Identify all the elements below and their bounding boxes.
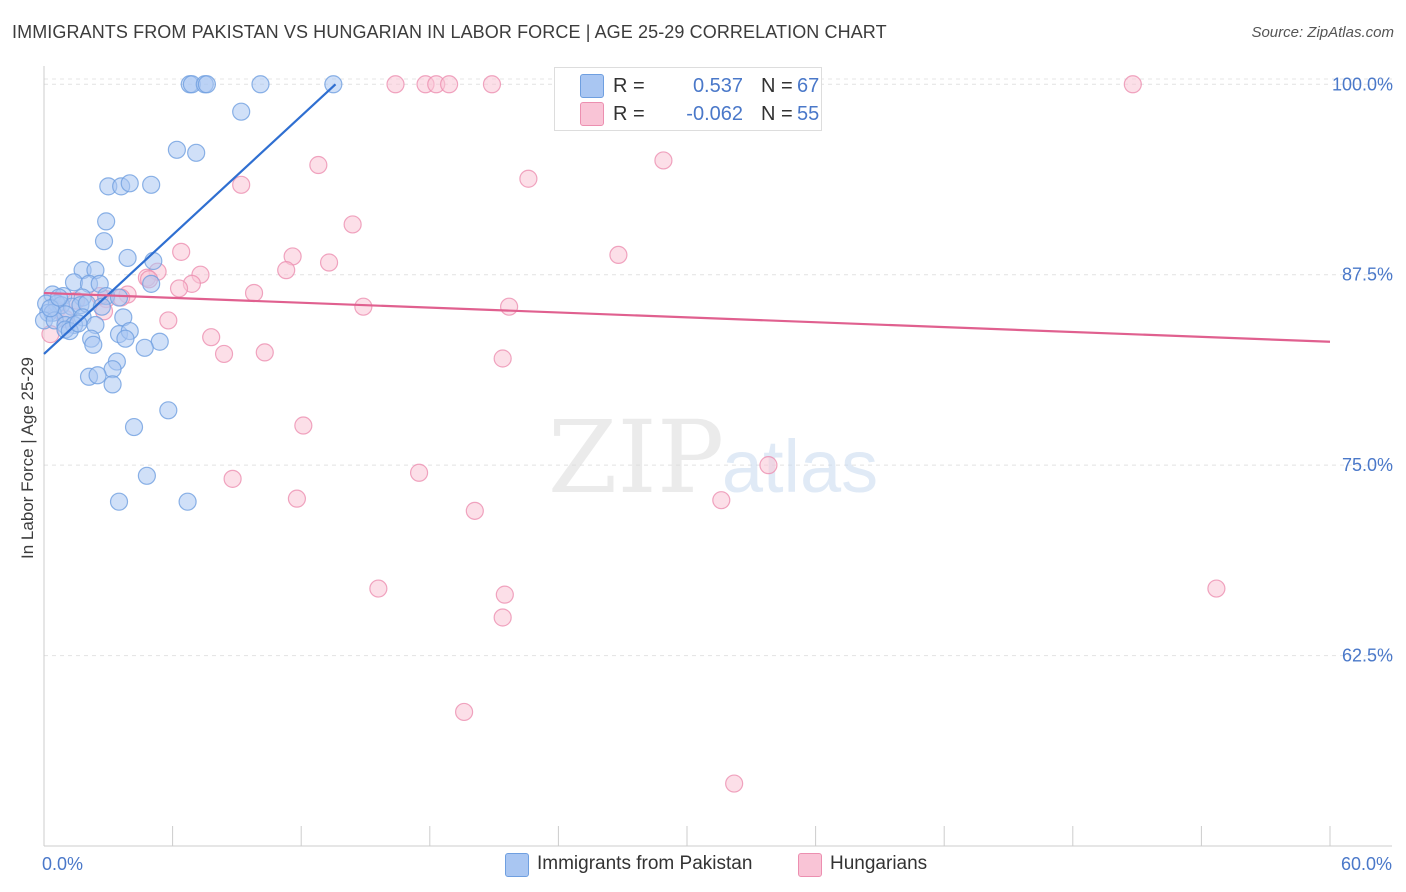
hungarian-point[interactable] — [319, 253, 339, 272]
legend-n-label: N = — [761, 74, 793, 97]
hungarian-point[interactable] — [654, 151, 673, 170]
hungarian-point[interactable] — [169, 279, 189, 298]
pakistan-point[interactable] — [137, 466, 156, 485]
pakistan-point[interactable] — [142, 274, 161, 293]
y-tick-label: 100.0% — [1332, 74, 1393, 94]
hungarian-point[interactable] — [609, 245, 628, 265]
tick-labels: 100.0% 87.5% 75.0% 62.5% 0.0% 60.0% — [42, 74, 1393, 874]
pakistan-point[interactable] — [118, 248, 137, 268]
hungarian-point[interactable] — [454, 702, 474, 722]
hungarian-point[interactable] — [1207, 579, 1226, 598]
watermark-zip: ZIP — [548, 399, 724, 516]
hungarian-point[interactable] — [493, 608, 512, 627]
pakistan-point[interactable] — [324, 75, 343, 94]
hungarian-point[interactable] — [244, 283, 264, 303]
pakistan-point[interactable] — [109, 288, 129, 307]
chart-title: IMMIGRANTS FROM PAKISTAN VS HUNGARIAN IN… — [12, 22, 887, 42]
pakistan-point[interactable] — [116, 329, 135, 348]
hungarian-point[interactable] — [500, 297, 519, 316]
hungarian-trend-line — [43, 291, 1331, 343]
hungarian-point[interactable] — [232, 175, 251, 194]
hungarian-point[interactable] — [439, 75, 459, 94]
hungarian-point[interactable] — [493, 349, 512, 368]
pakistan-point[interactable] — [251, 75, 270, 94]
pakistan-point[interactable] — [232, 102, 251, 121]
legend-n-value: 67 — [797, 74, 820, 97]
hungarian-point[interactable] — [287, 489, 307, 508]
pakistan-point[interactable] — [92, 297, 111, 316]
y-tick-label: 75.0% — [1342, 455, 1393, 475]
pakistan-point[interactable] — [120, 174, 139, 193]
hungarian-point[interactable] — [386, 75, 405, 94]
trend-lines — [43, 83, 1331, 355]
hungarian-point[interactable] — [294, 416, 313, 435]
hungarian-point[interactable] — [343, 215, 362, 234]
hungarian-point[interactable] — [465, 501, 484, 520]
watermark-atlas: atlas — [722, 425, 878, 508]
legend-label-pakistan: Immigrants from Pakistan — [537, 853, 753, 874]
hungarian-point[interactable] — [1123, 75, 1142, 94]
hungarian-point[interactable] — [482, 75, 502, 94]
hungarian-point[interactable] — [519, 169, 538, 188]
pakistan-point[interactable] — [135, 338, 154, 357]
pakistan-trend-line — [43, 83, 337, 355]
legend-r-label: R = — [613, 102, 645, 125]
hungarian-point[interactable] — [354, 297, 373, 316]
pakistan-point[interactable] — [84, 335, 103, 354]
hungarian-point[interactable] — [309, 155, 328, 175]
pakistan-point[interactable] — [142, 175, 161, 194]
stats-legend: R = 0.537 N = 67 R = -0.062 N = 55 — [554, 67, 822, 131]
pakistan-point[interactable] — [88, 366, 107, 385]
pakistan-point[interactable] — [144, 251, 163, 271]
y-tick-label: 62.5% — [1342, 646, 1393, 666]
axes — [43, 66, 1392, 847]
source-label: Source: ZipAtlas.com — [1251, 24, 1394, 41]
pakistan-point[interactable] — [124, 417, 144, 437]
pakistan-point[interactable] — [167, 140, 186, 159]
hungarian-point[interactable] — [277, 261, 296, 280]
hungarian-point[interactable] — [202, 328, 221, 347]
pakistan-point[interactable] — [64, 273, 84, 292]
x-tick-label: 0.0% — [42, 854, 83, 874]
legend-r-label: R = — [613, 74, 645, 97]
pakistan-points — [34, 75, 343, 511]
x-tick-label: 60.0% — [1341, 854, 1392, 874]
legend-r-value: 0.537 — [692, 74, 743, 97]
legend-swatch-pakistan — [505, 853, 529, 877]
legend-n-label: N = — [761, 102, 793, 125]
legend-label-hungarians: Hungarians — [830, 853, 928, 874]
pakistan-point[interactable] — [197, 75, 216, 94]
pakistan-point[interactable] — [187, 143, 206, 162]
legend-swatch-pakistan — [580, 74, 604, 98]
legend-n-value: 55 — [797, 102, 820, 125]
pakistan-point[interactable] — [97, 212, 116, 231]
hungarian-point[interactable] — [214, 344, 234, 364]
hungarian-point[interactable] — [369, 579, 388, 598]
watermark: ZIP atlas — [548, 399, 878, 516]
hungarian-point[interactable] — [725, 774, 744, 793]
legend-swatch-hungarians — [580, 102, 604, 126]
y-tick-label: 87.5% — [1342, 265, 1393, 285]
hungarian-point[interactable] — [759, 456, 778, 475]
hungarian-point[interactable] — [255, 343, 274, 362]
legend-swatch-hungarians — [798, 853, 822, 877]
hungarian-point[interactable] — [172, 242, 191, 261]
hungarian-point[interactable] — [159, 311, 178, 330]
pakistan-point[interactable] — [109, 492, 129, 511]
hungarian-point[interactable] — [712, 491, 731, 510]
hungarian-point[interactable] — [223, 469, 242, 488]
hungarian-point[interactable] — [495, 585, 514, 604]
pakistan-point[interactable] — [103, 375, 122, 394]
legend-r-value: -0.062 — [686, 102, 743, 125]
pakistan-point[interactable] — [159, 401, 178, 420]
pakistan-point[interactable] — [94, 232, 114, 251]
hungarian-point[interactable] — [409, 463, 429, 482]
pakistan-point[interactable] — [178, 492, 197, 511]
pakistan-point[interactable] — [49, 288, 69, 307]
